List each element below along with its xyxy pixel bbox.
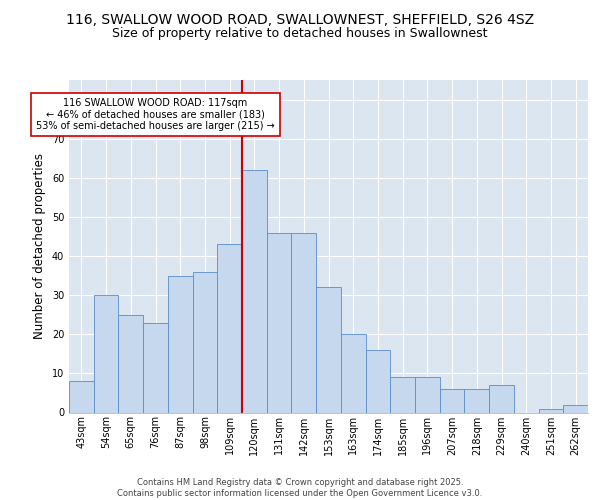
- Y-axis label: Number of detached properties: Number of detached properties: [33, 153, 46, 339]
- Bar: [440, 389, 464, 412]
- Bar: [168, 276, 193, 412]
- Bar: [193, 272, 217, 412]
- Bar: [365, 350, 390, 412]
- Bar: [539, 408, 563, 412]
- Bar: [143, 322, 168, 412]
- Bar: [69, 381, 94, 412]
- Bar: [489, 385, 514, 412]
- Bar: [390, 378, 415, 412]
- Bar: [94, 295, 118, 412]
- Bar: [316, 288, 341, 412]
- Text: 116, SWALLOW WOOD ROAD, SWALLOWNEST, SHEFFIELD, S26 4SZ: 116, SWALLOW WOOD ROAD, SWALLOWNEST, SHE…: [66, 12, 534, 26]
- Bar: [415, 378, 440, 412]
- Bar: [464, 389, 489, 412]
- Text: 116 SWALLOW WOOD ROAD: 117sqm
← 46% of detached houses are smaller (183)
53% of : 116 SWALLOW WOOD ROAD: 117sqm ← 46% of d…: [36, 98, 275, 131]
- Bar: [341, 334, 365, 412]
- Bar: [217, 244, 242, 412]
- Bar: [118, 314, 143, 412]
- Bar: [267, 232, 292, 412]
- Bar: [292, 232, 316, 412]
- Bar: [563, 404, 588, 412]
- Text: Size of property relative to detached houses in Swallownest: Size of property relative to detached ho…: [112, 28, 488, 40]
- Bar: [242, 170, 267, 412]
- Text: Contains HM Land Registry data © Crown copyright and database right 2025.
Contai: Contains HM Land Registry data © Crown c…: [118, 478, 482, 498]
